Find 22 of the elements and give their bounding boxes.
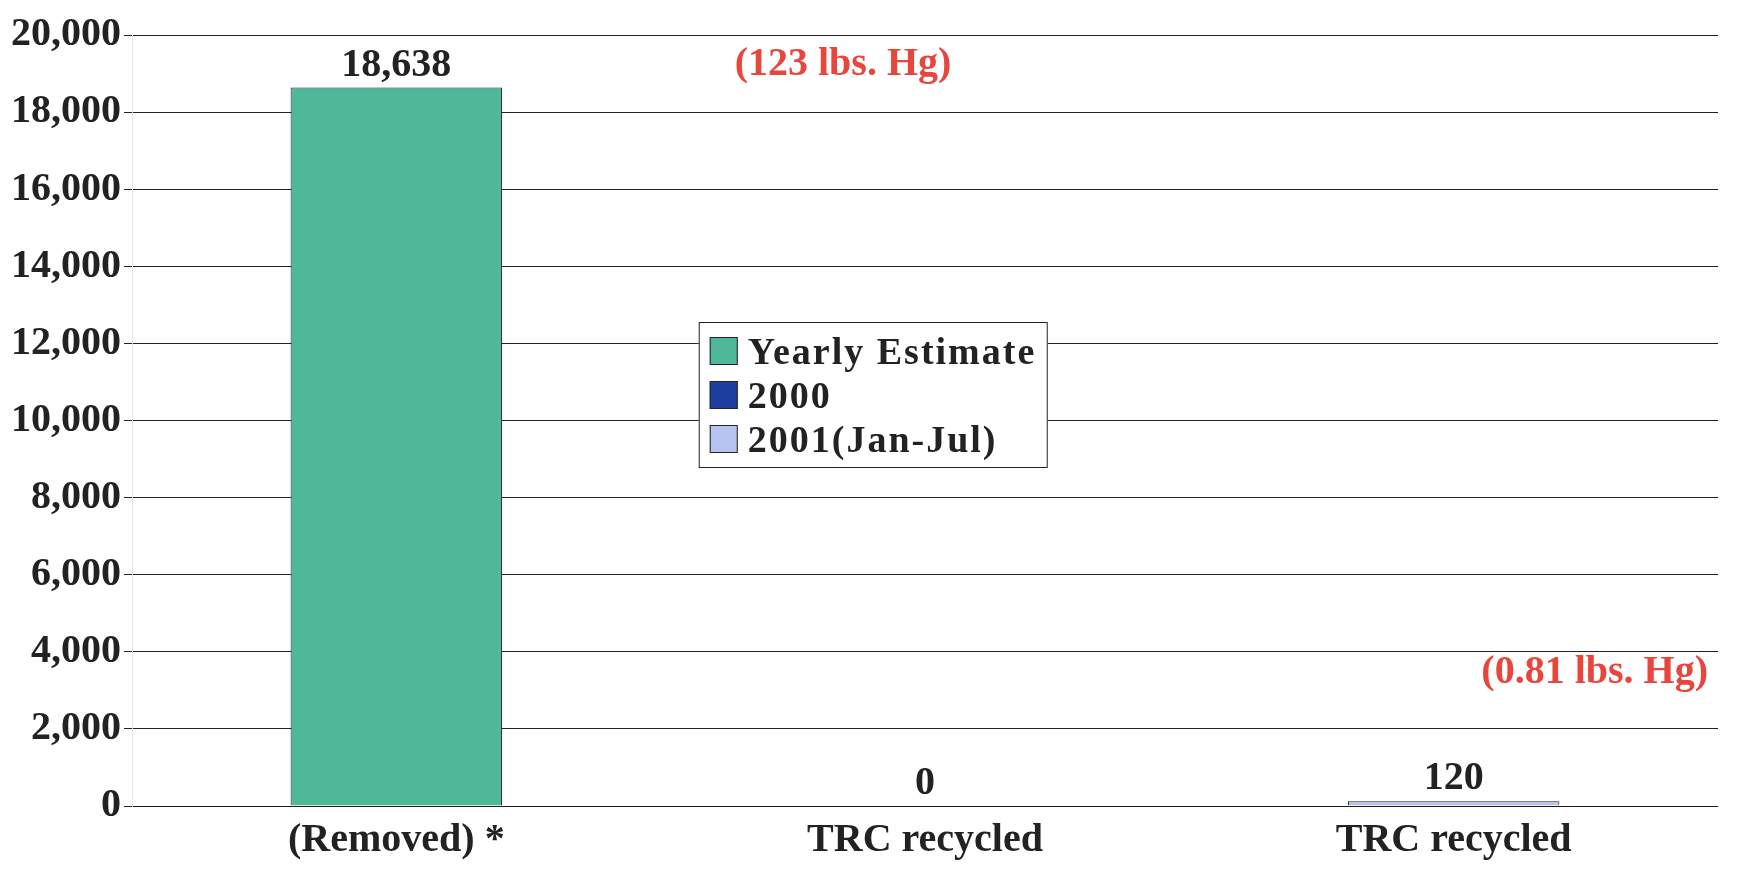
legend-label: Yearly Estimate <box>747 329 1037 373</box>
y-tick-label: 2,000 <box>31 703 121 749</box>
annotation: (0.81 lbs. Hg) <box>1481 646 1708 692</box>
y-tick-label: 14,000 <box>11 240 121 286</box>
y-tick-label: 12,000 <box>11 317 121 363</box>
data-label: 0 <box>915 758 935 803</box>
data-label: 120 <box>1423 753 1484 799</box>
y-tick-label: 4,000 <box>31 626 121 672</box>
y-tick-label: 16,000 <box>11 163 121 209</box>
y-tick-label: 6,000 <box>31 549 121 595</box>
legend-label: 2000 <box>747 373 832 417</box>
x-tick-label: (Removed) * <box>288 815 505 861</box>
x-tick-label: TRC recycled <box>807 815 1043 861</box>
y-tick-label: 18,000 <box>11 86 121 132</box>
y-tick-label: 8,000 <box>31 471 121 517</box>
y-tick-label: 20,000 <box>11 9 121 55</box>
y-tick-label: 10,000 <box>11 394 121 440</box>
legend-label: 2001(Jan-Jul) <box>747 417 998 461</box>
annotation: (123 lbs. Hg) <box>734 39 952 84</box>
x-tick-label: TRC recycled <box>1335 815 1572 861</box>
y-tick-label: 0 <box>101 780 121 826</box>
data-label: 18,638 <box>341 39 452 85</box>
